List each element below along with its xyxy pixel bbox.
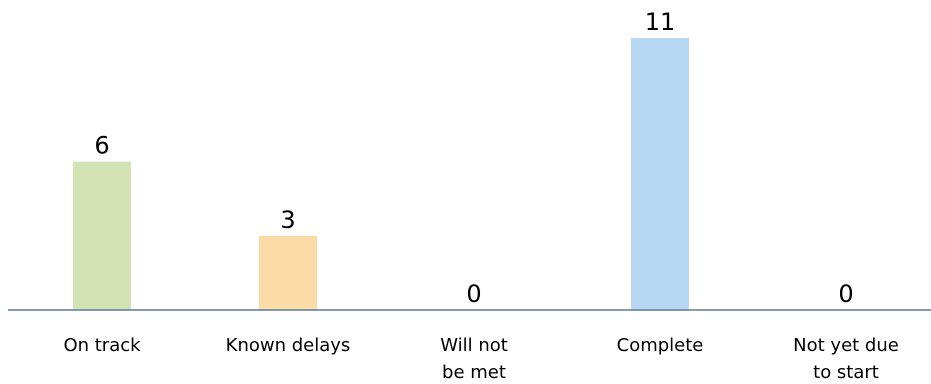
category-label-1: Known delays (226, 335, 351, 356)
category-label-2-line-1: be met (442, 362, 506, 383)
bar-0 (73, 161, 131, 310)
value-label-1: 3 (280, 206, 295, 234)
category-label-4-line-0: Not yet due (793, 335, 899, 356)
category-label-2-line-0: Will not (440, 335, 508, 356)
value-label-2: 0 (466, 280, 481, 308)
category-label-4-line-1: to start (813, 362, 879, 383)
value-labels-group: 6 3 0 11 0 (94, 8, 853, 308)
value-label-3: 11 (645, 8, 676, 36)
category-labels-group: On track Known delays Will not be met Comple… (63, 335, 898, 383)
bars-group (73, 38, 689, 310)
value-label-4: 0 (838, 280, 853, 308)
value-label-0: 6 (94, 132, 109, 160)
category-label-3: Complete (617, 335, 704, 356)
bar-3 (631, 38, 689, 310)
bar-1 (259, 235, 317, 310)
category-label-0: On track (63, 335, 141, 356)
